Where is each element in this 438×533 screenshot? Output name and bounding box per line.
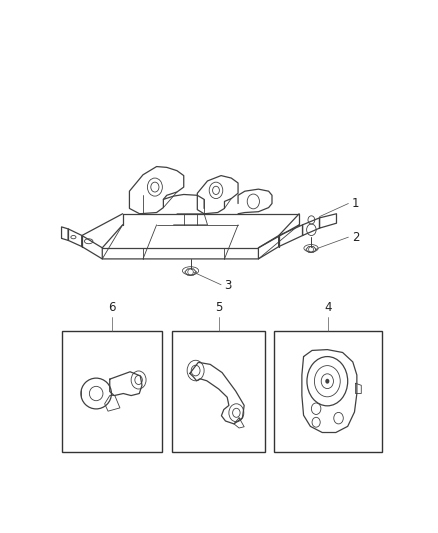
Text: 6: 6 — [108, 301, 115, 314]
Text: 1: 1 — [352, 197, 359, 210]
Text: 3: 3 — [224, 279, 232, 292]
Bar — [274, 330, 382, 452]
Text: 5: 5 — [215, 301, 222, 314]
Bar — [61, 330, 162, 452]
Text: 4: 4 — [324, 301, 332, 314]
Text: 2: 2 — [352, 231, 359, 244]
Circle shape — [325, 379, 329, 384]
Bar — [172, 330, 265, 452]
